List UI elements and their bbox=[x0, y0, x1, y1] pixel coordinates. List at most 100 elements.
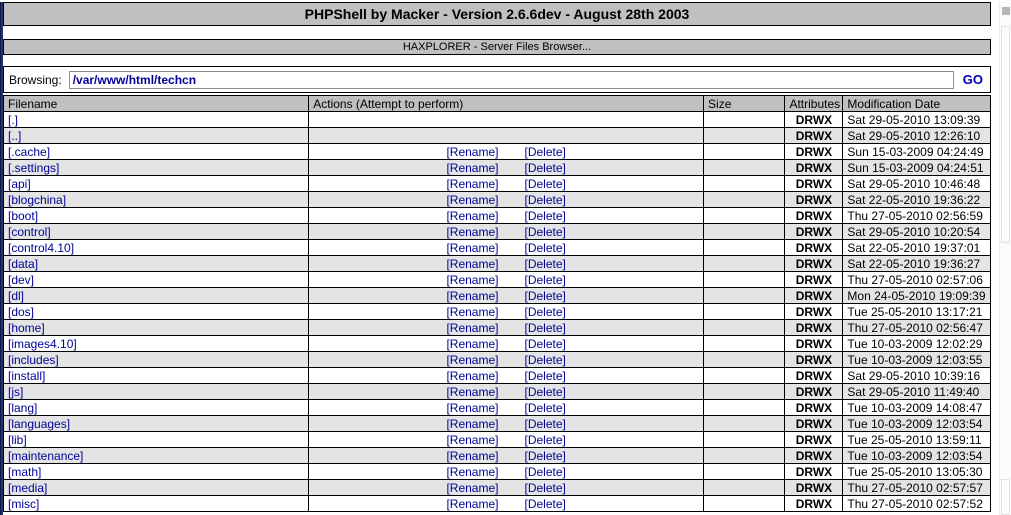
actions-cell: [Rename] [Delete] bbox=[308, 383, 705, 400]
filename-link[interactable]: [dl] bbox=[8, 288, 25, 303]
filename-link[interactable]: [.cache] bbox=[8, 144, 51, 159]
rename-link[interactable]: [Rename] bbox=[446, 192, 499, 207]
actions-cell: [Rename] [Delete] bbox=[308, 143, 705, 160]
attributes-cell: DRWX bbox=[784, 383, 844, 400]
rename-link[interactable]: [Rename] bbox=[446, 288, 499, 303]
rename-link[interactable]: [Rename] bbox=[446, 320, 499, 335]
filename-link[interactable]: [.settings] bbox=[8, 160, 60, 175]
delete-link[interactable]: [Delete] bbox=[524, 336, 566, 351]
delete-link[interactable]: [Delete] bbox=[524, 224, 566, 239]
filename-link[interactable]: [images4.10] bbox=[8, 336, 77, 351]
attributes-cell: DRWX bbox=[784, 111, 844, 128]
filename-link[interactable]: [boot] bbox=[8, 208, 39, 223]
rename-link[interactable]: [Rename] bbox=[446, 448, 499, 463]
attributes-cell: DRWX bbox=[784, 287, 844, 304]
filename-link[interactable]: [media] bbox=[8, 480, 48, 495]
rename-link[interactable]: [Rename] bbox=[446, 368, 499, 383]
filename-cell: [media] bbox=[2, 479, 310, 496]
rename-link[interactable]: [Rename] bbox=[446, 176, 499, 191]
delete-link[interactable]: [Delete] bbox=[524, 368, 566, 383]
filename-link[interactable]: [blogchina] bbox=[8, 192, 67, 207]
rename-link[interactable]: [Rename] bbox=[446, 256, 499, 271]
filename-link[interactable]: [.] bbox=[8, 112, 19, 127]
filename-link[interactable]: [js] bbox=[8, 384, 24, 399]
filename-link[interactable]: [includes] bbox=[8, 352, 59, 367]
modified-cell: Sat 29-05-2010 10:46:48 bbox=[842, 175, 991, 192]
rename-link[interactable]: [Rename] bbox=[446, 384, 499, 399]
rename-link[interactable]: [Rename] bbox=[446, 352, 499, 367]
attributes-cell: DRWX bbox=[784, 271, 844, 288]
rename-link[interactable]: [Rename] bbox=[446, 464, 499, 479]
modified-cell: Sat 29-05-2010 10:20:54 bbox=[842, 223, 991, 240]
filename-cell: [misc] bbox=[2, 495, 310, 512]
delete-link[interactable]: [Delete] bbox=[524, 384, 566, 399]
filename-link[interactable]: [api] bbox=[8, 176, 31, 191]
delete-link[interactable]: [Delete] bbox=[524, 400, 566, 415]
rename-link[interactable]: [Rename] bbox=[446, 304, 499, 319]
scrollbar-thumb[interactable] bbox=[1002, 7, 1010, 15]
delete-link[interactable]: [Delete] bbox=[524, 192, 566, 207]
rename-link[interactable]: [Rename] bbox=[446, 480, 499, 495]
filename-link[interactable]: [dos] bbox=[8, 304, 35, 319]
path-input[interactable] bbox=[68, 70, 954, 89]
rename-link[interactable]: [Rename] bbox=[446, 160, 499, 175]
rename-link[interactable]: [Rename] bbox=[446, 224, 499, 239]
col-header-attributes: Attributes bbox=[784, 95, 844, 112]
delete-link[interactable]: [Delete] bbox=[524, 144, 566, 159]
table-row: [api] [Rename] [Delete] DRWX Sat 29-05-2010 … bbox=[2, 175, 991, 192]
rename-link[interactable]: [Rename] bbox=[446, 240, 499, 255]
rename-link[interactable]: [Rename] bbox=[446, 144, 499, 159]
rename-link[interactable]: [Rename] bbox=[446, 336, 499, 351]
table-row: [control] [Rename] [Delete] DRWX Sat 29-05-2… bbox=[2, 223, 991, 240]
delete-link[interactable]: [Delete] bbox=[524, 176, 566, 191]
delete-link[interactable]: [Delete] bbox=[524, 256, 566, 271]
delete-link[interactable]: [Delete] bbox=[524, 480, 566, 495]
haxplorer-subtitle: HAXPLORER - Server Files Browser... bbox=[402, 41, 592, 53]
table-row: [js] [Rename] [Delete] DRWX Sat 29-05-2010 1… bbox=[2, 383, 991, 400]
filename-link[interactable]: [..] bbox=[8, 128, 22, 143]
table-row: [media] [Rename] [Delete] DRWX Thu 27-05-201… bbox=[2, 479, 991, 496]
go-button[interactable]: GO bbox=[962, 72, 983, 87]
delete-link[interactable]: [Delete] bbox=[524, 432, 566, 447]
rename-link[interactable]: [Rename] bbox=[446, 432, 499, 447]
delete-link[interactable]: [Delete] bbox=[524, 464, 566, 479]
delete-link[interactable]: [Delete] bbox=[524, 272, 566, 287]
rename-link[interactable]: [Rename] bbox=[446, 416, 499, 431]
modified-cell: Sat 29-05-2010 10:39:16 bbox=[842, 367, 991, 384]
rename-link[interactable]: [Rename] bbox=[446, 496, 499, 511]
delete-link[interactable]: [Delete] bbox=[524, 288, 566, 303]
filename-link[interactable]: [languages] bbox=[8, 416, 71, 431]
rename-link[interactable]: [Rename] bbox=[446, 400, 499, 415]
filename-link[interactable]: [control4.10] bbox=[8, 240, 75, 255]
delete-link[interactable]: [Delete] bbox=[524, 320, 566, 335]
filename-cell: [install] bbox=[2, 367, 310, 384]
filename-link[interactable]: [data] bbox=[8, 256, 39, 271]
filename-cell: [js] bbox=[2, 383, 310, 400]
filename-link[interactable]: [home] bbox=[8, 320, 45, 335]
filename-link[interactable]: [lib] bbox=[8, 432, 27, 447]
rename-link[interactable]: [Rename] bbox=[446, 272, 499, 287]
filename-link[interactable]: [maintenance] bbox=[8, 448, 84, 463]
filename-link[interactable]: [misc] bbox=[8, 496, 40, 511]
browsing-bar: Browsing: GO bbox=[3, 66, 991, 93]
delete-link[interactable]: [Delete] bbox=[524, 240, 566, 255]
size-cell bbox=[703, 191, 786, 208]
table-row: [maintenance] [Rename] [Delete] DRWX Tue 10-… bbox=[2, 447, 991, 464]
delete-link[interactable]: [Delete] bbox=[524, 352, 566, 367]
delete-link[interactable]: [Delete] bbox=[524, 208, 566, 223]
delete-link[interactable]: [Delete] bbox=[524, 448, 566, 463]
delete-link[interactable]: [Delete] bbox=[524, 416, 566, 431]
filename-link[interactable]: [math] bbox=[8, 464, 42, 479]
filename-link[interactable]: [control] bbox=[8, 224, 51, 239]
delete-link[interactable]: [Delete] bbox=[524, 304, 566, 319]
modified-cell: Sat 29-05-2010 13:09:39 bbox=[842, 111, 991, 128]
filename-link[interactable]: [dev] bbox=[8, 272, 35, 287]
delete-link[interactable]: [Delete] bbox=[524, 496, 566, 511]
filename-link[interactable]: [lang] bbox=[8, 400, 38, 415]
rename-link[interactable]: [Rename] bbox=[446, 208, 499, 223]
phpshell-page: PHPShell by Macker - Version 2.6.6dev - … bbox=[2, 2, 991, 512]
filename-link[interactable]: [install] bbox=[8, 368, 46, 383]
filename-cell: [data] bbox=[2, 255, 310, 272]
vertical-scrollbar[interactable] bbox=[999, 2, 1011, 515]
delete-link[interactable]: [Delete] bbox=[524, 160, 566, 175]
